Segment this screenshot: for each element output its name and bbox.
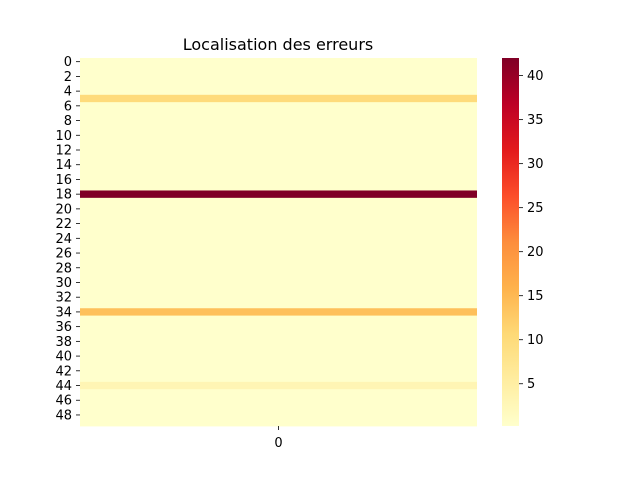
colorbar-tick-label-25: 25 [527,201,544,216]
heatmap-cell-row-6 [80,102,477,110]
heatmap-cell-row-3 [80,80,477,88]
heatmap-cell-row-44 [80,381,477,390]
y-tick-label-20: 20 [55,202,72,217]
colorbar-tick-label-40: 40 [527,69,544,84]
y-tick-label-26: 26 [55,247,72,262]
heatmap-cell-row-48 [80,411,477,420]
heatmap-cell-row-31 [80,286,477,294]
heatmap-cell-row-28 [80,264,477,272]
chart-title: Localisation des erreurs [183,35,373,54]
y-tick-label-42: 42 [55,364,72,379]
heatmap-cell-row-46 [80,396,477,405]
heatmap-cell-row-38 [80,337,477,346]
colorbar-tick-label-5: 5 [527,377,535,392]
heatmap-cells [80,58,477,427]
y-tick-label-18: 18 [55,188,72,203]
y-tick-label-44: 44 [55,379,72,394]
heatmap-cell-row-25 [80,242,477,250]
heatmap-cell-row-34 [80,308,477,316]
y-tick-label-6: 6 [64,99,72,114]
heatmap-cell-row-40 [80,352,477,361]
heatmap-cell-row-39 [80,345,477,353]
heatmap-cell-row-21 [80,212,477,221]
y-tick-label-36: 36 [55,320,72,335]
heatmap-cell-row-36 [80,322,477,331]
y-tick-label-22: 22 [55,217,72,232]
heatmap-cell-row-11 [80,138,477,147]
colorbar-tick-label-20: 20 [527,245,544,260]
y-tick-label-28: 28 [55,261,72,276]
y-tick-label-34: 34 [55,305,72,320]
y-tick-label-40: 40 [55,350,72,365]
heatmap-cell-row-37 [80,330,477,339]
heatmap-cell-row-23 [80,227,477,236]
heatmap-cell-row-4 [80,87,477,96]
heatmap-cell-row-22 [80,219,477,228]
y-tick-label-30: 30 [55,276,72,291]
heatmap-cell-row-47 [80,403,477,412]
heatmap-cell-row-24 [80,234,477,243]
colorbar-ticks: 5 10 15 20 25 30 35 40 [519,69,544,392]
heatmap-cell-row-19 [80,197,477,206]
heatmap-cell-row-13 [80,153,477,162]
heatmap-cell-row-1 [80,65,477,74]
heatmap-cell-row-10 [80,131,477,140]
heatmap-cell-row-42 [80,367,477,375]
y-tick-label-48: 48 [55,408,72,423]
y-tick-label-0: 0 [64,55,72,70]
colorbar-tick-label-15: 15 [527,289,544,304]
y-tick-label-32: 32 [55,291,72,306]
heatmap-cell-row-0 [80,58,477,66]
heatmap-cell-row-9 [80,124,477,132]
y-tick-label-12: 12 [55,144,72,159]
heatmap-cell-row-2 [80,72,477,81]
y-axis-ticks: 0246810121416182022242628303234363840424… [55,55,80,423]
y-tick-label-8: 8 [64,114,72,129]
y-tick-label-14: 14 [55,158,72,173]
colorbar [502,58,519,426]
y-tick-label-16: 16 [55,173,72,188]
heatmap-cell-row-33 [80,300,477,309]
heatmap-cell-row-7 [80,109,477,118]
heatmap-cell-row-15 [80,168,477,177]
heatmap-cell-row-27 [80,256,477,265]
y-tick-label-38: 38 [55,335,72,350]
heatmap-cell-row-5 [80,94,477,103]
heatmap-cell-row-18 [80,190,477,199]
heatmap-cell-row-16 [80,175,477,184]
heatmap-cell-row-35 [80,315,477,324]
colorbar-tick-label-30: 30 [527,157,544,172]
colorbar-tick-label-10: 10 [527,333,544,348]
x-axis-ticks: 0 [274,426,283,451]
y-tick-label-46: 46 [55,394,72,409]
heatmap-cell-row-30 [80,278,477,287]
heatmap-cell-row-41 [80,359,477,368]
y-tick-label-4: 4 [64,85,72,100]
heatmap-cell-row-17 [80,183,477,191]
y-tick-label-24: 24 [55,232,72,247]
heatmap-cell-row-49 [80,418,477,427]
y-tick-label-2: 2 [64,70,72,85]
heatmap-cell-row-20 [80,205,477,213]
x-tick-label-0: 0 [274,436,282,451]
y-tick-label-10: 10 [55,129,72,144]
heatmap-cell-row-29 [80,271,477,280]
colorbar-tick-label-35: 35 [527,113,544,128]
heatmap-cell-row-32 [80,293,477,302]
heatmap-cell-row-12 [80,146,477,155]
heatmap-cell-row-43 [80,374,477,383]
heatmap-cell-row-45 [80,389,477,397]
heatmap-cell-row-26 [80,249,477,258]
heatmap-cell-row-8 [80,116,477,125]
heatmap-cell-row-14 [80,161,477,169]
